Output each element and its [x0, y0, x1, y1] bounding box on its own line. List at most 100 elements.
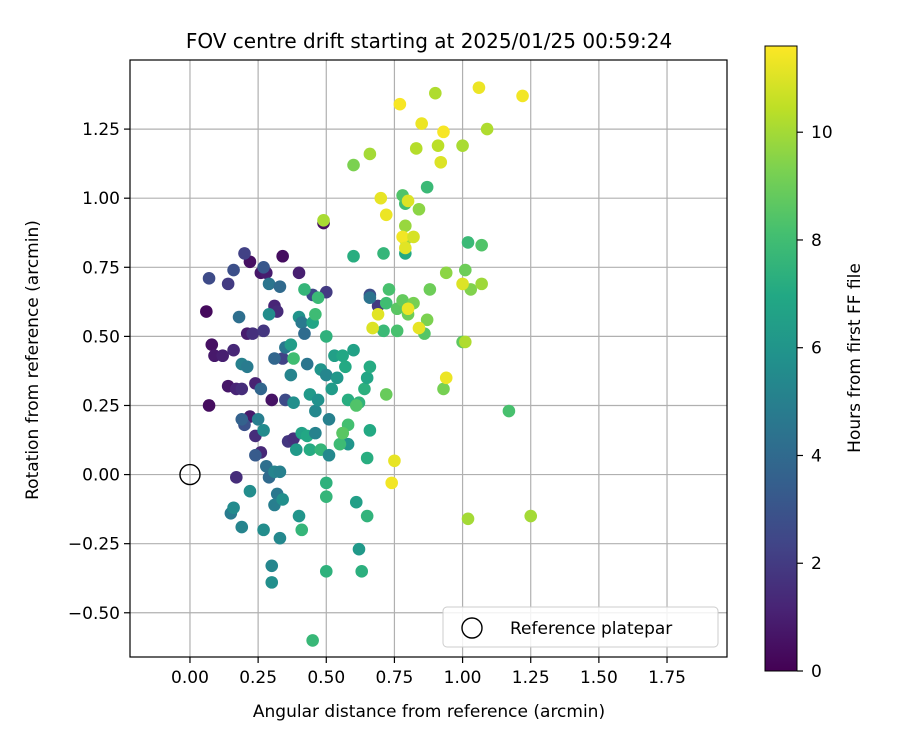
- scatter-point: [251, 413, 265, 426]
- scatter-point: [393, 97, 407, 111]
- scatter-point: [379, 208, 393, 222]
- scatter-point: [273, 280, 287, 293]
- scatter-point: [257, 324, 270, 338]
- y-tick-label: 0.25: [82, 396, 120, 416]
- scatter-point: [202, 399, 216, 412]
- scatter-point: [235, 413, 249, 426]
- scatter-point: [347, 249, 360, 263]
- scatter-point: [319, 565, 333, 578]
- scatter-point: [461, 512, 475, 526]
- scatter-point: [287, 352, 300, 365]
- scatter-point: [412, 202, 426, 216]
- scatter-point: [243, 484, 257, 498]
- scatter-point: [273, 465, 287, 479]
- scatter-point: [347, 343, 360, 357]
- scatter-point: [377, 324, 390, 338]
- scatter-point: [352, 542, 366, 556]
- scatter-point: [401, 302, 415, 316]
- scatter-point: [374, 191, 388, 205]
- scatter-point: [516, 89, 529, 103]
- scatter-point: [265, 393, 279, 407]
- scatter-point: [205, 338, 219, 351]
- scatter-point: [276, 249, 289, 263]
- scatter-point: [347, 158, 360, 172]
- x-tick-label: 1.50: [580, 668, 618, 688]
- scatter-point: [420, 313, 434, 327]
- scatter-point: [437, 125, 450, 139]
- scatter-point: [295, 523, 309, 537]
- scatter-point: [385, 476, 398, 490]
- scatter-point: [349, 399, 363, 412]
- scatter-point: [390, 324, 404, 338]
- colorbar-gradient: [764, 45, 798, 672]
- scatter-point: [524, 509, 538, 523]
- scatter-point: [429, 86, 442, 100]
- scatter-point: [303, 443, 317, 457]
- scatter-point: [371, 307, 385, 321]
- scatter-point: [265, 576, 279, 589]
- colorbar-tick-label: 4: [811, 446, 822, 466]
- scatter-point: [238, 247, 251, 260]
- scatter-point: [456, 277, 469, 291]
- scatter-point: [311, 291, 325, 304]
- scatter-point: [396, 230, 409, 244]
- scatter-point: [249, 448, 262, 462]
- scatter-point: [319, 330, 333, 343]
- scatter-point: [409, 142, 423, 155]
- scatter-point: [333, 437, 347, 451]
- scatter-point: [382, 283, 396, 296]
- y-tick-label: 1.25: [82, 120, 120, 140]
- scatter-point: [423, 283, 437, 296]
- scatter-point: [330, 371, 344, 385]
- scatter-point: [475, 238, 488, 252]
- scatter-point: [268, 352, 281, 365]
- scatter-point: [216, 349, 229, 363]
- scatter-point: [363, 147, 377, 161]
- x-tick-label: 0.25: [239, 668, 277, 688]
- x-tick-label: 0.00: [171, 668, 209, 688]
- y-tick-label: 0.75: [82, 258, 120, 278]
- scatter-point: [202, 272, 216, 285]
- scatter-point: [399, 219, 412, 233]
- scatter-point: [276, 493, 289, 506]
- scatter-point: [235, 382, 249, 396]
- scatter-point: [309, 404, 322, 418]
- scatter-point: [289, 443, 303, 457]
- colorbar-tick-label: 2: [811, 554, 822, 574]
- y-tick-label: 0.00: [82, 466, 120, 486]
- scatter-point: [379, 388, 393, 401]
- scatter-point: [355, 565, 369, 578]
- scatter-point: [284, 338, 298, 351]
- scatter-point: [480, 122, 494, 136]
- colorbar-tick-label: 6: [811, 339, 822, 359]
- colorbar-tick-label: 10: [811, 123, 833, 143]
- y-axis-label: Rotation from reference (arcmin): [23, 220, 43, 500]
- scatter-point: [254, 382, 268, 396]
- scatter-point: [292, 509, 306, 523]
- scatter-point: [431, 139, 445, 152]
- scatter-point: [388, 454, 401, 468]
- y-tick-label: −0.25: [68, 535, 120, 555]
- scatter-points: [200, 81, 538, 647]
- scatter-point: [300, 357, 314, 371]
- legend-box: [442, 606, 719, 648]
- y-axis-ticks: −0.50 −0.25 0.00 0.25 0.50 0.75 1.00 1.25: [68, 120, 130, 624]
- scatter-point: [363, 360, 377, 374]
- scatter-point: [325, 382, 339, 396]
- x-tick-label: 1.75: [648, 668, 686, 688]
- scatter-point: [459, 335, 472, 349]
- x-tick-label: 1.00: [444, 668, 482, 688]
- scatter-point: [363, 291, 377, 304]
- x-axis-ticks: 0.00 0.25 0.50 0.75 1.00 1.25 1.50 1.75: [171, 657, 686, 688]
- scatter-point: [322, 448, 336, 462]
- scatter-point: [415, 117, 428, 130]
- scatter-point: [319, 476, 333, 490]
- scatter-point: [317, 214, 330, 227]
- scatter-point: [379, 296, 393, 310]
- scatter-point: [456, 139, 469, 152]
- scatter-point: [311, 393, 325, 407]
- plot-area: [129, 59, 728, 658]
- x-tick-label: 0.50: [307, 668, 345, 688]
- scatter-point: [475, 277, 488, 291]
- scatter-point: [459, 263, 472, 277]
